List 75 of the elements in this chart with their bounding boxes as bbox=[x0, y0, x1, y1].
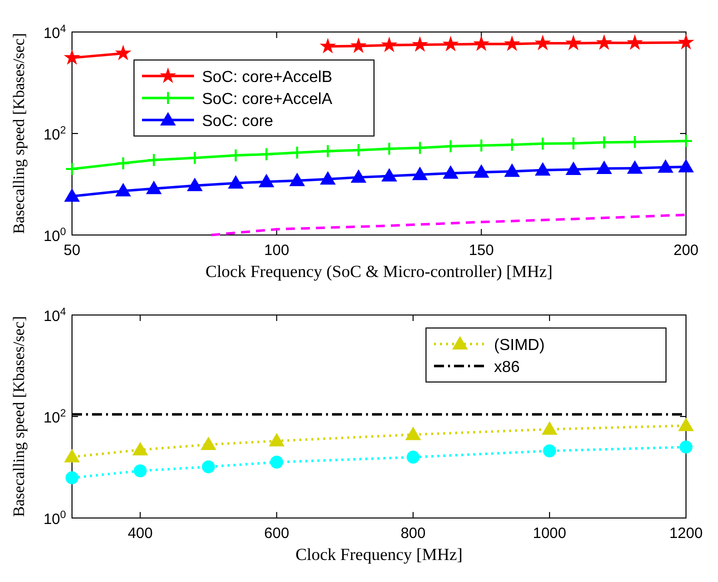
point bbox=[258, 174, 274, 188]
y-tick-label: 10$^{4}$ bbox=[43, 23, 66, 42]
y-tick-label: 10$^{4}$ bbox=[43, 306, 66, 325]
point bbox=[64, 50, 80, 64]
y-tick-label: 10$^{0}$ bbox=[43, 226, 66, 245]
point bbox=[504, 164, 520, 177]
point bbox=[382, 168, 397, 182]
point bbox=[116, 183, 131, 196]
point bbox=[116, 46, 130, 60]
point bbox=[116, 156, 130, 170]
point bbox=[678, 35, 694, 49]
y-tick-label: 10$^{2}$ bbox=[43, 124, 66, 144]
y-axis-title: Basecalling speed [Kbases/sec] bbox=[11, 316, 28, 517]
point bbox=[187, 178, 202, 192]
point bbox=[290, 173, 305, 186]
point bbox=[504, 36, 520, 50]
point bbox=[474, 164, 489, 178]
x-tick-label: 1000 bbox=[532, 525, 566, 542]
x-tick-label: 600 bbox=[264, 525, 290, 542]
point bbox=[228, 148, 243, 162]
y-tick-label: 10$^{0}$ bbox=[43, 509, 66, 528]
x-axis-title: Clock Frequency (SoC & Micro-controller) [MHz] bbox=[206, 262, 552, 281]
y-axis-title: Basecalling speed [Kbases/sec] bbox=[11, 33, 28, 234]
point bbox=[382, 142, 396, 156]
point bbox=[658, 160, 674, 173]
point bbox=[505, 138, 520, 152]
point bbox=[352, 143, 366, 158]
legend-label: SoC: core bbox=[202, 113, 274, 130]
point bbox=[259, 147, 274, 162]
point bbox=[596, 161, 612, 174]
point bbox=[443, 36, 458, 51]
legend-label: SoC: core+AccelA bbox=[202, 91, 333, 108]
point bbox=[628, 35, 642, 50]
point bbox=[412, 167, 428, 180]
point bbox=[474, 36, 488, 50]
point bbox=[228, 176, 244, 189]
point bbox=[188, 150, 202, 165]
x-tick-label: 200 bbox=[673, 242, 699, 259]
point bbox=[596, 35, 612, 50]
point bbox=[412, 37, 428, 51]
point bbox=[64, 188, 80, 202]
x-tick-label: 100 bbox=[264, 242, 290, 259]
point bbox=[566, 136, 580, 150]
point bbox=[320, 144, 335, 158]
point bbox=[443, 166, 458, 179]
point bbox=[351, 38, 366, 52]
legend-label: SoC: core+AccelB bbox=[202, 69, 332, 86]
point bbox=[146, 153, 161, 168]
point bbox=[678, 159, 694, 172]
point bbox=[320, 172, 336, 185]
x-axis-title: Clock Frequency [MHz] bbox=[295, 545, 463, 564]
point bbox=[412, 140, 427, 155]
x-tick-label: 1200 bbox=[669, 525, 703, 542]
point bbox=[597, 135, 612, 150]
point bbox=[566, 36, 581, 50]
point bbox=[65, 162, 79, 176]
point bbox=[382, 38, 396, 52]
point bbox=[536, 136, 550, 151]
legend-label: (SIMD) bbox=[494, 337, 545, 354]
point bbox=[566, 162, 581, 176]
point bbox=[535, 162, 550, 176]
x-tick-label: 800 bbox=[400, 525, 426, 542]
point bbox=[351, 170, 366, 183]
point bbox=[536, 36, 550, 50]
point bbox=[146, 181, 162, 194]
point bbox=[627, 160, 642, 174]
y-tick-label: 10$^{2}$ bbox=[43, 408, 66, 426]
point bbox=[320, 38, 335, 53]
legend-label: x86 bbox=[494, 359, 520, 376]
line-series bbox=[210, 214, 688, 236]
x-tick-label: 150 bbox=[468, 242, 494, 259]
point bbox=[290, 146, 304, 160]
x-tick-label: 50 bbox=[64, 242, 80, 259]
x-tick-label: 400 bbox=[128, 525, 153, 542]
point bbox=[444, 139, 458, 154]
